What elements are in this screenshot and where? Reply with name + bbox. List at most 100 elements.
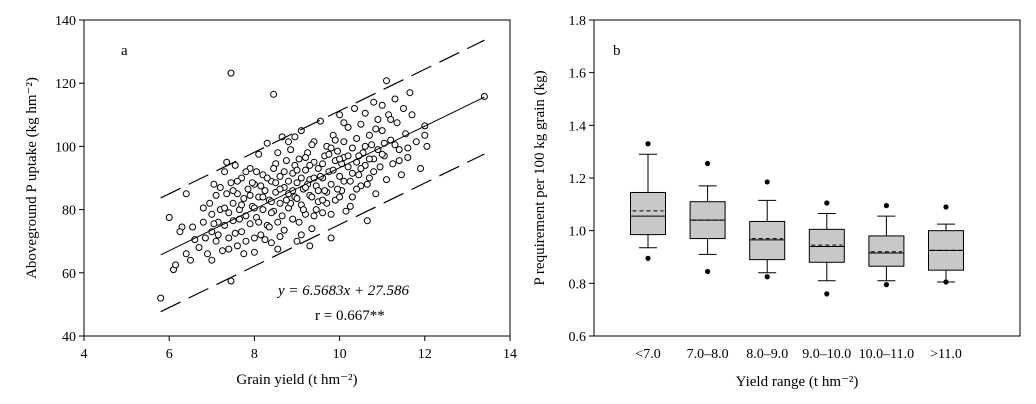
- panel-label-b: b: [613, 43, 621, 59]
- scatter-point: [400, 105, 407, 112]
- scatter-point: [378, 150, 386, 158]
- scatter-point: [331, 136, 339, 144]
- scatter-point: [219, 247, 226, 255]
- x-category-label: 7.0–8.0: [687, 347, 729, 362]
- scatter-point: [395, 157, 403, 165]
- scatter-point: [289, 215, 297, 223]
- scatter-point: [308, 225, 316, 233]
- x-category-label: <7.0: [635, 347, 660, 362]
- x-axis-title-b: Yield range (t hm⁻²): [736, 374, 859, 390]
- scatter-points: [157, 69, 488, 302]
- scatter-point: [340, 177, 348, 185]
- scatter-point: [348, 169, 356, 177]
- correlation-label: r = 0.667**: [315, 308, 385, 324]
- scatter-point: [344, 152, 352, 160]
- scatter-point: [157, 294, 165, 302]
- scatter-point: [417, 165, 424, 172]
- box-plot-5: [868, 203, 905, 288]
- scatter-point: [312, 206, 320, 214]
- scatter-point: [361, 142, 369, 150]
- scatter-point: [302, 154, 309, 161]
- scatter-point: [372, 190, 380, 198]
- scatter-point: [248, 179, 256, 187]
- scatter-point: [423, 142, 431, 150]
- scatter-point: [208, 210, 216, 218]
- scatter-point: [325, 150, 333, 158]
- scatter-point: [225, 209, 233, 217]
- scatter-point: [238, 228, 246, 236]
- scatter-point: [336, 172, 344, 180]
- scatter-point: [212, 191, 220, 199]
- x-category-label: 8.0–9.0: [746, 347, 788, 362]
- scatter-point: [189, 223, 197, 231]
- y-tick-label: 40: [62, 330, 76, 345]
- scatter-point: [210, 220, 218, 228]
- box-plot-6: [928, 204, 964, 285]
- scatter-point: [295, 218, 303, 226]
- x-axis-category-labels: <7.0 7.0–8.0 8.0–9.0 9.0–10.0 10.0–11.0 >11.0: [635, 347, 962, 362]
- scatter-point: [272, 179, 280, 187]
- scatter-point: [404, 144, 412, 152]
- scatter-point: [285, 177, 292, 185]
- scatter-point: [246, 191, 254, 199]
- scatter-point: [182, 250, 190, 258]
- scatter-point: [297, 231, 305, 239]
- box-plot-2: [689, 160, 726, 275]
- panel-label-a: a: [121, 43, 128, 59]
- scatter-point: [214, 231, 222, 239]
- scatter-point: [233, 177, 241, 185]
- scatter-point: [242, 237, 250, 245]
- scatter-point: [391, 95, 399, 103]
- scatter-point: [327, 180, 335, 188]
- scatter-point: [250, 234, 258, 242]
- scatter-point: [240, 195, 248, 202]
- scatter-point: [340, 138, 348, 146]
- scatter-point: [223, 190, 231, 198]
- y-tick-label: 100: [55, 140, 76, 155]
- scatter-point: [342, 207, 350, 215]
- scatter-point: [282, 196, 290, 204]
- scatter-point: [395, 146, 403, 154]
- scatter-point: [276, 199, 284, 207]
- y-axis-ticks-a: 40 60 80 100 120 140: [55, 14, 84, 345]
- scatter-point: [233, 242, 241, 250]
- scatter-point: [229, 187, 237, 195]
- scatter-point: [387, 116, 395, 123]
- scatter-point: [287, 146, 295, 154]
- x-tick-label: 4: [81, 347, 88, 362]
- scatter-point: [348, 193, 356, 201]
- scatter-point: [346, 177, 354, 185]
- scatter-point: [327, 144, 335, 152]
- box-iqr: [808, 228, 845, 263]
- scatter-point: [206, 199, 214, 207]
- scatter-point: [363, 217, 371, 225]
- y-tick-label: 1.4: [569, 119, 587, 134]
- scatter-point: [314, 165, 322, 172]
- plot-frame-b: [593, 19, 1021, 337]
- scatter-point: [229, 199, 237, 207]
- y-tick-label: 80: [62, 204, 76, 219]
- scatter-point: [348, 144, 356, 152]
- scatter-point: [378, 127, 386, 135]
- scatter-point: [319, 209, 327, 217]
- outlier-point: [883, 282, 890, 288]
- scatter-point: [361, 109, 369, 117]
- box-panel-b: 0.6 0.8 1.0 1.2 1.4 1.6 1.8 <7.0 7.0–8.0 8.0–9.0…: [532, 14, 1021, 390]
- scatter-point: [270, 165, 278, 172]
- outlier-point: [943, 279, 949, 285]
- outlier-point: [764, 179, 770, 185]
- y-tick-label: 120: [55, 77, 76, 92]
- scatter-point: [372, 125, 380, 133]
- scatter-point: [314, 187, 322, 195]
- outlier-point: [645, 141, 651, 147]
- box-plot-1: [630, 141, 666, 261]
- scatter-point: [280, 226, 288, 234]
- outlier-point: [705, 268, 711, 275]
- scatter-point: [355, 171, 363, 179]
- box-iqr: [630, 191, 666, 236]
- y-tick-label: 60: [62, 267, 76, 282]
- regression-equation: y = 6.5683x + 27.586: [276, 283, 410, 299]
- scatter-point: [357, 120, 365, 128]
- scatter-point: [365, 155, 373, 163]
- scatter-point: [344, 123, 352, 131]
